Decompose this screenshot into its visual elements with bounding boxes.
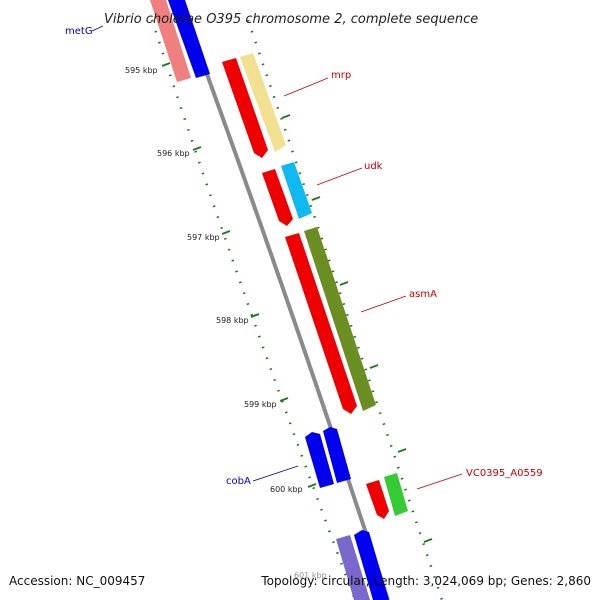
gene-partial-bottom[interactable] (336, 530, 389, 600)
gene-VC0395_A0559[interactable] (366, 473, 408, 519)
gene-cobA-cds (305, 432, 334, 488)
gene-asmA-gene (304, 227, 376, 411)
leader-mrp (283, 77, 329, 97)
gene-metG-cds (150, 0, 191, 82)
tick-label-600: 600 kbp (270, 485, 303, 494)
tick-label-599: 599 kbp (244, 400, 277, 409)
tick-label-601: 601 kbp (294, 571, 327, 580)
gene-cobA-gene (323, 427, 351, 483)
gene-label-mrp[interactable]: mrp (331, 70, 351, 81)
map-title: Vibrio cholerae O395 chromosome 2, compl… (104, 12, 478, 27)
gene-udk-cds (262, 169, 293, 226)
leader-asmA (360, 295, 407, 313)
gene-metG-gene (168, 0, 210, 78)
accession-text: Accession: NC_009457 (9, 574, 146, 588)
gene-VC0395_A0559-cds (366, 480, 389, 519)
leader-VC0395_A0559 (416, 473, 463, 490)
gene-label-metG[interactable]: metG (65, 26, 93, 37)
gene-cobA[interactable] (305, 427, 351, 488)
gene-asmA-cds (285, 233, 357, 414)
gene-label-VC0395_A0559[interactable]: VC0395_A0559 (466, 468, 543, 479)
tick-label-595: 595 kbp (125, 66, 158, 75)
gene-label-asmA[interactable]: asmA (409, 289, 437, 300)
tick-label-596: 596 kbp (157, 149, 190, 158)
genome-summary-text: Topology: circular; Length: 3,024,069 bp… (261, 574, 591, 588)
gene-mrp-cds (222, 58, 268, 158)
gene-label-udk[interactable]: udk (364, 161, 383, 172)
major-ticks (161, 62, 433, 543)
leader-cobA (252, 465, 299, 482)
gene-partial-bottom-gene (354, 530, 389, 600)
leader-udk (316, 167, 363, 186)
gene-VC0395_A0559-gene (384, 473, 408, 516)
inner-tick-track (150, 19, 357, 600)
chromosome-backbone (178, 0, 390, 600)
gene-udk[interactable] (262, 162, 312, 226)
gene-asmA[interactable] (285, 227, 376, 414)
gene-metG[interactable] (150, 0, 210, 82)
tick-label-598: 598 kbp (216, 316, 249, 325)
gene-udk-gene (281, 162, 312, 219)
gene-label-cobA[interactable]: cobA (226, 476, 251, 487)
gene-partial-bottom-cds (336, 535, 370, 600)
gene-mrp-gene (240, 53, 286, 152)
outer-tick-track (246, 19, 444, 600)
tick-label-597: 597 kbp (187, 233, 220, 242)
gene-mrp[interactable] (222, 53, 286, 158)
leader-metG (91, 25, 104, 32)
